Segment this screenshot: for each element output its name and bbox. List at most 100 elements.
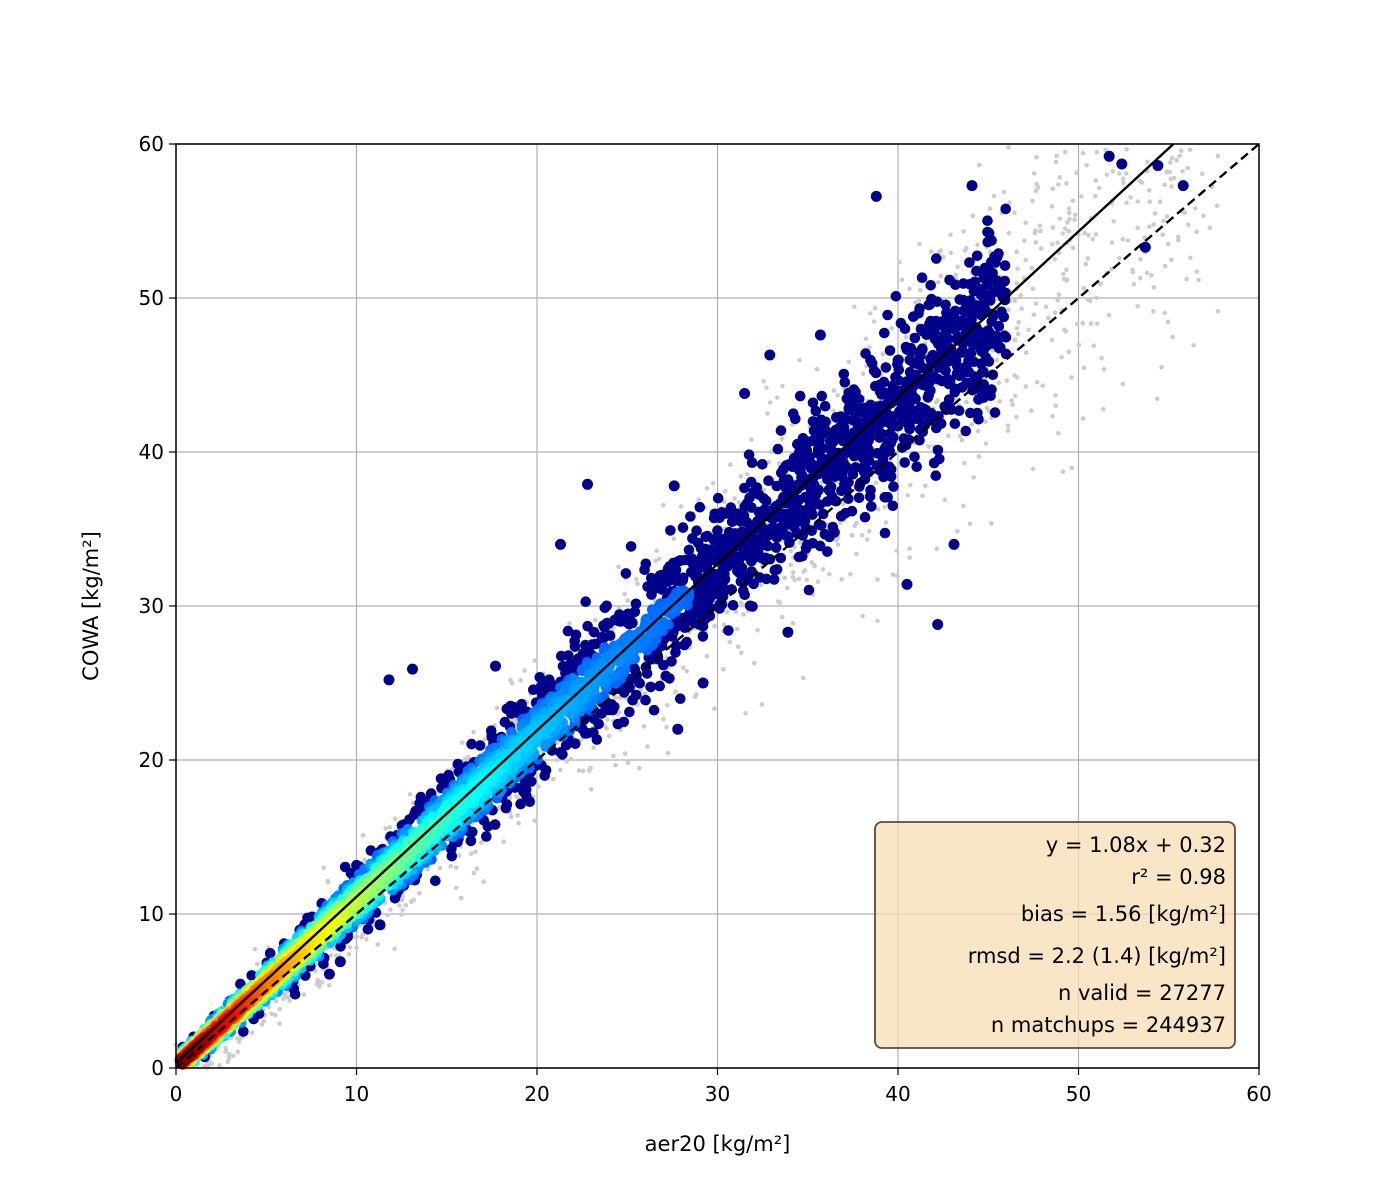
invalid-point: [767, 400, 773, 405]
outlier-point: [407, 663, 418, 675]
invalid-point: [941, 254, 946, 260]
outlier-point: [374, 919, 386, 931]
invalid-point: [1182, 210, 1187, 215]
invalid-point: [1064, 267, 1069, 273]
density-point: [882, 437, 894, 449]
invalid-point: [641, 724, 647, 729]
invalid-point: [625, 760, 631, 766]
invalid-point: [1124, 200, 1129, 206]
invalid-point: [765, 411, 770, 416]
invalid-point: [1176, 237, 1181, 243]
density-point: [843, 493, 854, 505]
invalid-point: [557, 767, 563, 773]
invalid-point: [721, 667, 726, 672]
invalid-point: [1196, 277, 1201, 283]
invalid-point: [721, 622, 727, 628]
density-point: [264, 948, 276, 959]
invalid-point: [779, 436, 785, 442]
invalid-point: [1018, 293, 1023, 298]
invalid-point: [1194, 269, 1200, 275]
invalid-point: [665, 750, 671, 756]
density-point: [874, 432, 885, 443]
density-point: [999, 260, 1011, 271]
invalid-point: [1061, 271, 1066, 277]
density-point: [884, 428, 896, 439]
invalid-point: [1125, 238, 1131, 243]
invalid-point: [1006, 230, 1012, 236]
density-point: [971, 265, 982, 277]
density-point: [754, 572, 765, 583]
invalid-point: [819, 480, 824, 486]
invalid-point: [1151, 222, 1156, 227]
invalid-point: [301, 992, 307, 997]
invalid-point: [790, 570, 796, 575]
invalid-point: [622, 751, 628, 756]
invalid-point: [814, 366, 820, 372]
invalid-point: [1101, 366, 1107, 372]
invalid-point: [400, 894, 405, 900]
invalid-point: [1093, 232, 1099, 237]
density-point: [990, 257, 1001, 268]
invalid-point: [741, 612, 746, 617]
invalid-point: [1174, 157, 1179, 163]
invalid-point: [471, 870, 477, 876]
invalid-point: [777, 600, 783, 605]
invalid-point: [1069, 465, 1075, 471]
invalid-point: [277, 1021, 283, 1026]
invalid-point: [1111, 219, 1116, 224]
invalid-point: [938, 273, 944, 279]
invalid-point: [1023, 257, 1028, 263]
invalid-point: [1169, 155, 1175, 161]
outlier-point: [764, 349, 776, 361]
invalid-point: [1056, 182, 1061, 187]
invalid-point: [1069, 375, 1074, 380]
outlier-point: [739, 388, 751, 399]
invalid-point: [354, 934, 359, 939]
invalid-point: [1106, 312, 1112, 318]
invalid-point: [1057, 216, 1063, 222]
invalid-point: [1067, 216, 1072, 222]
invalid-point: [704, 654, 710, 659]
outlier-point: [901, 578, 913, 590]
invalid-point: [1086, 232, 1091, 238]
invalid-point: [459, 740, 465, 746]
density-point: [694, 501, 706, 513]
density-point: [599, 622, 610, 633]
density-point: [870, 367, 882, 379]
invalid-point: [1060, 469, 1066, 475]
invalid-point: [875, 507, 881, 512]
invalid-point: [589, 787, 594, 792]
invalid-point: [812, 562, 817, 568]
invalid-point: [894, 548, 900, 553]
invalid-point: [1067, 210, 1072, 216]
density-point: [624, 706, 635, 718]
density-point: [923, 366, 934, 377]
density-point: [953, 405, 965, 417]
invalid-point: [1023, 220, 1028, 225]
invalid-point: [1034, 379, 1040, 385]
density-point: [580, 596, 591, 607]
invalid-point: [532, 658, 537, 663]
density-point: [932, 444, 944, 456]
invalid-point: [554, 757, 560, 763]
outlier-point: [966, 180, 978, 192]
density-point: [646, 589, 657, 600]
outlier-point: [490, 660, 501, 672]
invalid-point: [1005, 428, 1011, 434]
density-point: [879, 492, 891, 503]
invalid-point: [989, 521, 994, 526]
invalid-point: [616, 564, 621, 570]
invalid-point: [913, 300, 918, 305]
invalid-point: [1012, 298, 1018, 304]
invalid-point: [1110, 168, 1116, 174]
density-point: [975, 344, 987, 355]
invalid-point: [917, 241, 922, 247]
invalid-point: [1082, 230, 1087, 236]
density-point: [977, 366, 988, 378]
invalid-point: [967, 521, 973, 527]
invalid-point: [1076, 342, 1082, 348]
invalid-point: [481, 879, 487, 884]
invalid-point: [895, 573, 900, 578]
invalid-point: [875, 577, 880, 582]
invalid-point: [637, 765, 642, 771]
